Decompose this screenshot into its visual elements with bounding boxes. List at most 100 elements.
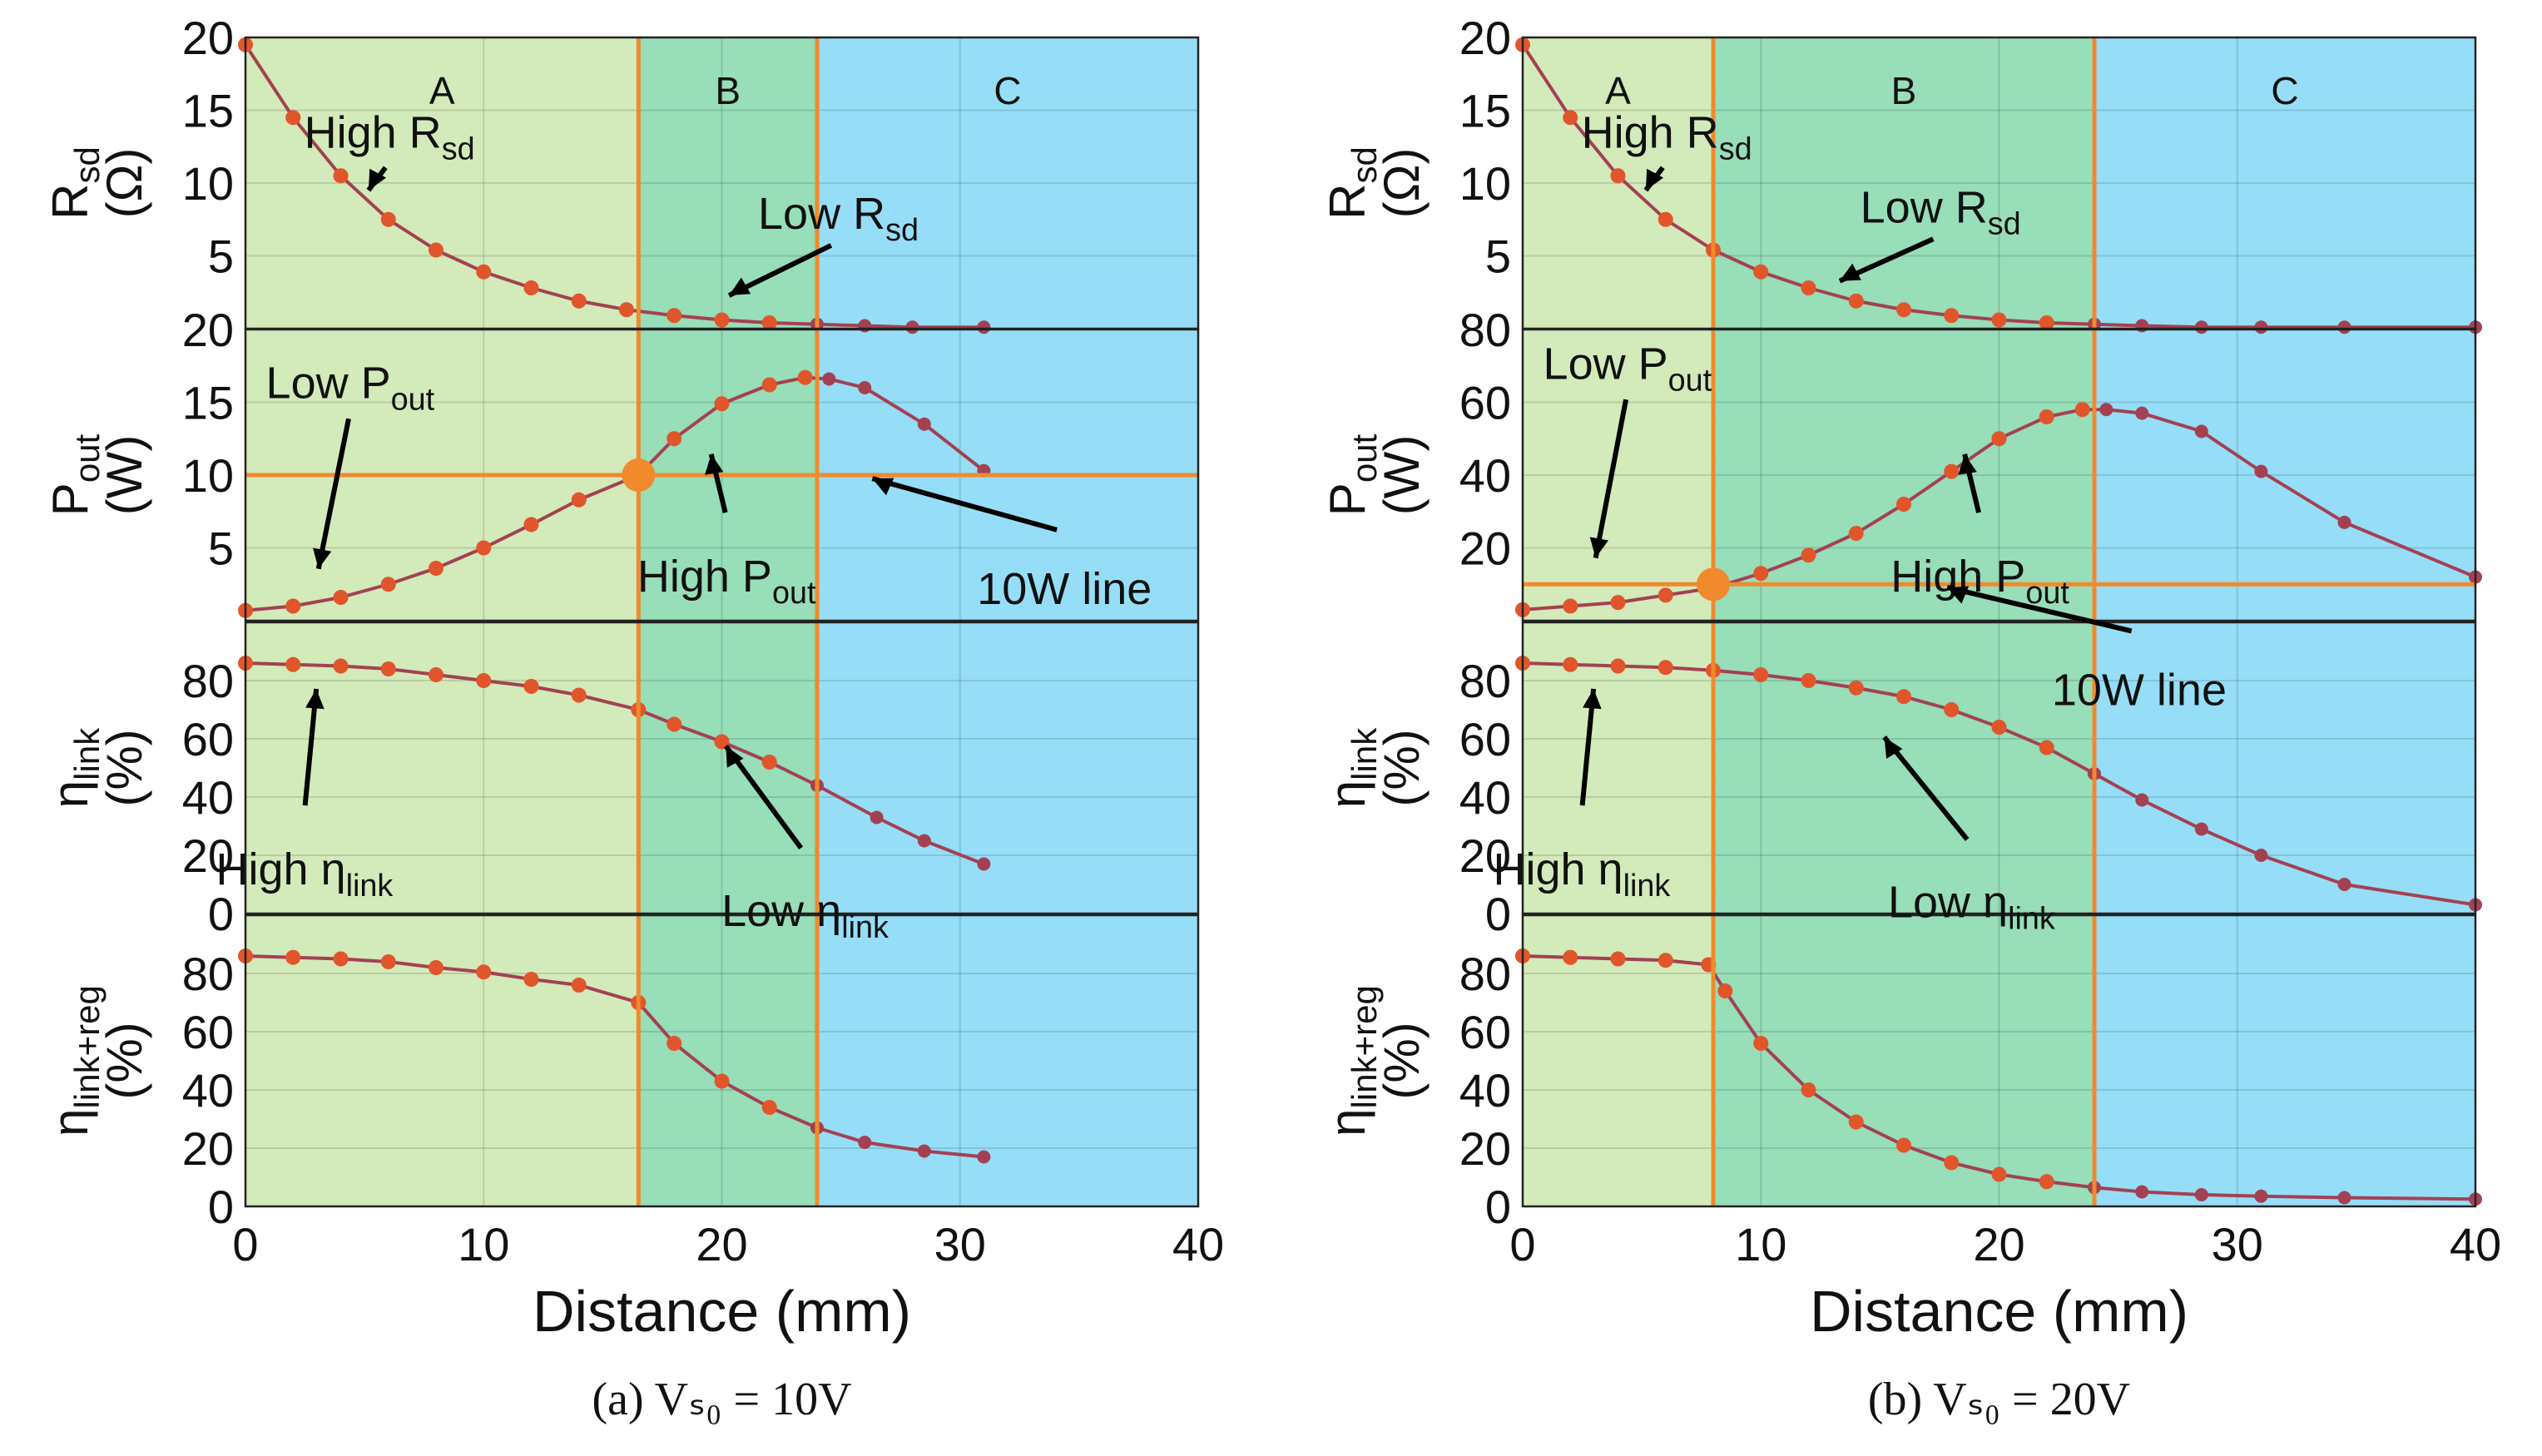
data-point <box>2194 320 2208 334</box>
y-tick-label: 20 <box>1459 12 1511 64</box>
data-point <box>2039 315 2054 330</box>
x-tick-label: 0 <box>1509 1218 1535 1270</box>
annotation-label: Low Pout <box>266 359 435 418</box>
annotation-label-main: Low R <box>1861 183 1988 233</box>
annotation-label: High Rsd <box>305 108 475 167</box>
annotation-label-main: 10W line <box>2052 665 2227 715</box>
series-line <box>245 661 985 866</box>
x-tick-label: 40 <box>2450 1218 2501 1270</box>
data-point <box>1658 660 1673 676</box>
panel-frame <box>1521 621 2477 915</box>
annotation-label: High ηlink <box>216 844 393 904</box>
data-point <box>476 264 492 280</box>
annotation-label: Low Pout <box>1544 339 1712 398</box>
data-point <box>1610 658 1626 674</box>
annotation-arrowhead <box>305 688 325 710</box>
annotation-label-main: High η <box>1493 844 1623 894</box>
data-point <box>977 857 991 871</box>
x-axis-label: Distance (mm) <box>1810 1279 2188 1344</box>
annotation-arrowhead <box>705 453 724 475</box>
x-tick-label: 30 <box>2212 1218 2263 1270</box>
y-axis-label-unit: (Ω) <box>97 148 152 219</box>
y-axis-label-symbol: ηlink <box>1320 727 1384 808</box>
y-tick-label: 80 <box>182 655 234 707</box>
data-point <box>761 1100 777 1115</box>
data-point <box>1801 673 1816 688</box>
data-point <box>917 834 931 848</box>
data-point <box>571 687 587 703</box>
y-axis-label-unit: (%) <box>97 729 152 806</box>
y-tick-label: 60 <box>1459 377 1511 429</box>
annotation-label-sub: out <box>772 576 816 611</box>
data-point <box>2194 1188 2208 1201</box>
y-tick-label: 15 <box>182 85 234 137</box>
data-point <box>429 561 443 576</box>
annotation-arrowhead <box>1958 453 1977 475</box>
data-point <box>619 302 634 318</box>
annotation-label-main: 10W line <box>977 564 1152 614</box>
data-point <box>571 293 587 309</box>
y-tick-label: 40 <box>182 771 234 824</box>
data-point <box>2039 1174 2054 1190</box>
data-point <box>1801 280 1816 295</box>
y-tick-label: 20 <box>1459 522 1511 575</box>
y-axis-label: Rsd(Ω) <box>42 146 152 220</box>
data-point <box>429 667 443 682</box>
annotation-label-main: High R <box>1582 108 1719 158</box>
annotation-label-sub: link <box>2008 902 2055 937</box>
y-axis-label-unit: (Ω) <box>1374 148 1430 219</box>
data-point <box>666 1036 682 1051</box>
annotation-arrowhead <box>1839 263 1861 281</box>
annotation-label-main: Low η <box>721 886 841 936</box>
annotation-arrow <box>315 418 351 570</box>
annotation-arrowhead <box>313 547 332 569</box>
data-point <box>1944 702 1960 717</box>
y-label-sub: link <box>1345 727 1384 780</box>
y-tick-label: 40 <box>182 1064 234 1117</box>
data-point <box>1896 497 1911 512</box>
data-point <box>1991 720 2007 735</box>
y-label-sub: link+reg <box>67 985 107 1108</box>
annotation-label-sub: sd <box>1988 207 2021 242</box>
y-axis-label-symbol: Pout <box>1320 433 1384 516</box>
x-tick-label: 0 <box>232 1218 258 1270</box>
data-point <box>1896 302 1911 318</box>
data-point <box>285 949 301 965</box>
annotation-label-sub: out <box>2025 576 2069 611</box>
data-point <box>1848 680 1864 696</box>
data-point <box>761 755 777 770</box>
data-point <box>1944 463 1960 479</box>
y-label-main: η <box>1320 780 1375 808</box>
y-tick-label: 5 <box>1485 230 1511 283</box>
data-point <box>666 308 682 324</box>
data-point <box>761 315 777 330</box>
data-point <box>714 396 730 412</box>
annotation-label-sub: link <box>1623 869 1671 904</box>
y-tick-label: 15 <box>1459 85 1511 137</box>
data-point <box>380 211 396 227</box>
data-point <box>2337 515 2351 529</box>
data-point <box>1610 168 1626 184</box>
annotation-arrow <box>1579 688 1597 806</box>
data-point <box>523 679 539 694</box>
y-tick-label: 20 <box>182 12 234 64</box>
y-tick-label: 10 <box>182 449 234 502</box>
data-point <box>1658 587 1673 603</box>
data-point <box>333 168 349 184</box>
y-tick-label: 40 <box>1459 771 1511 824</box>
data-point <box>333 951 349 967</box>
annotation-label-main: Low η <box>1888 878 2008 928</box>
data-point <box>2254 464 2268 478</box>
reference-crossing-dot <box>1697 567 1730 602</box>
labels: A B C 0 10 20 30 40 Distance (mm) (a) Vₛ₀ = 10V 5 1… <box>42 12 2501 1425</box>
y-tick-label: 60 <box>1459 713 1511 765</box>
data-point <box>1944 1155 1960 1171</box>
annotation-label-sub: out <box>391 383 435 418</box>
y-label-sub: link+reg <box>1345 985 1384 1108</box>
annotation-label-sub: sd <box>1719 132 1752 167</box>
annotation-arrow <box>1946 585 2133 634</box>
data-point <box>2194 424 2208 438</box>
data-point <box>2254 1189 2268 1203</box>
data-point <box>285 598 301 614</box>
data-point <box>1801 1082 1816 1097</box>
